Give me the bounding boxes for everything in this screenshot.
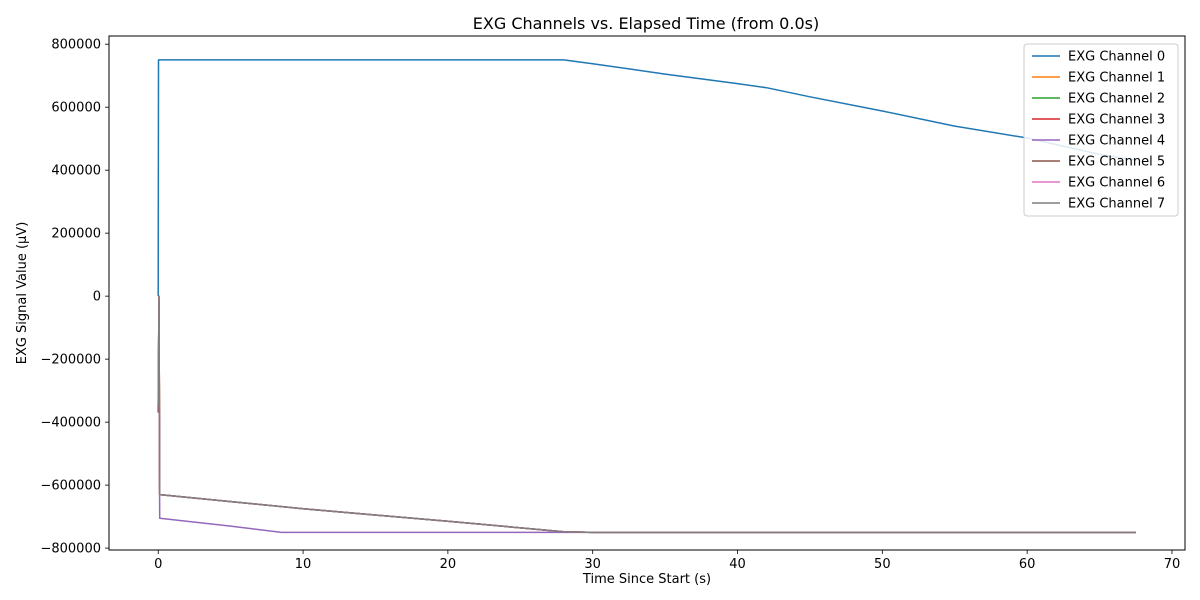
y-tick-label: 800000 [51,38,101,53]
x-tick-label: 20 [440,557,457,572]
series-line-channel-6 [157,298,1136,534]
x-tick-label: 60 [1019,557,1036,572]
series-line-channel-3 [157,298,1136,534]
legend-label-channel-7: EXG Channel 7 [1068,197,1165,212]
series-line-channel-2 [157,298,1136,534]
chart-title: EXG Channels vs. Elapsed Time (from 0.0s… [473,14,819,33]
x-axis-ticks: 0 10 20 30 40 50 60 70 [154,550,1180,572]
series-line-channel-0 [157,59,1136,297]
x-axis-label: Time Since Start (s) [582,572,711,587]
series-line-channel-4 [157,342,1136,534]
x-tick-label: 30 [584,557,601,572]
plot-area [108,35,1186,551]
x-tick-label: 10 [295,557,312,572]
y-tick-label: −800000 [40,542,101,557]
legend-label-channel-2: EXG Channel 2 [1068,92,1165,107]
y-tick-label: 400000 [51,164,101,179]
series-line-channel-7 [157,298,1136,534]
series-line-channel-5 [157,295,1136,534]
series-line-channel-1 [157,298,1136,534]
legend-label-channel-5: EXG Channel 5 [1068,155,1165,170]
y-axis-label: EXG Signal Value (µV) [15,222,30,365]
y-tick-label: −200000 [40,353,101,368]
legend: EXG Channel 0 EXG Channel 1 EXG Channel 2 E… [1023,43,1179,217]
x-tick-label: 50 [874,557,891,572]
x-tick-label: 70 [1164,557,1181,572]
legend-label-channel-0: EXG Channel 0 [1068,50,1165,65]
legend-label-channel-3: EXG Channel 3 [1068,113,1165,128]
y-tick-label: −400000 [40,416,101,431]
y-tick-label: 600000 [51,101,101,116]
y-axis-ticks: −800000 −600000 −400000 −200000 0 200000 40000… [40,38,109,557]
legend-label-channel-6: EXG Channel 6 [1068,176,1165,191]
x-tick-label: 40 [729,557,746,572]
y-tick-label: 0 [93,290,101,305]
legend-label-channel-1: EXG Channel 1 [1068,71,1165,86]
y-tick-label: 200000 [51,227,101,242]
x-tick-label: 0 [154,557,162,572]
legend-box [1023,43,1179,217]
series-lines [157,59,1136,534]
legend-label-channel-4: EXG Channel 4 [1068,134,1165,149]
y-tick-label: −600000 [40,479,101,494]
axes-frame [108,35,1186,551]
